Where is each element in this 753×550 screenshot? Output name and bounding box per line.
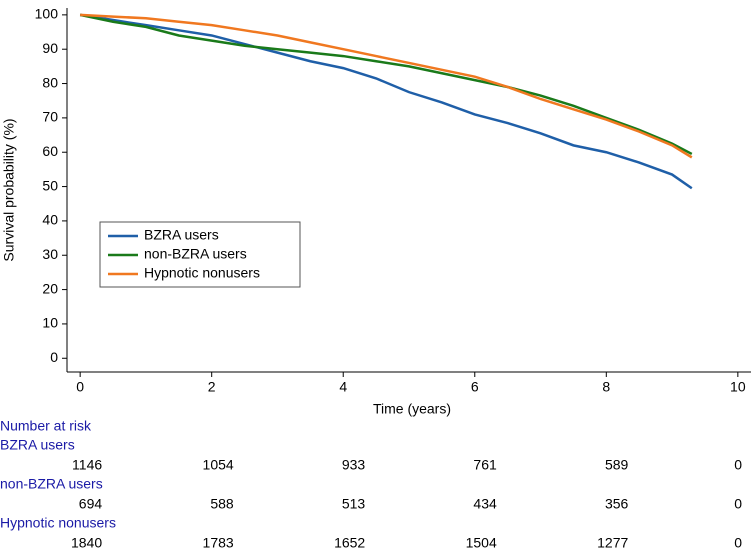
risk-count: 513: [342, 496, 366, 512]
risk-count: 761: [473, 457, 497, 473]
legend-label: BZRA users: [144, 227, 219, 243]
x-axis-label: Time (years): [373, 401, 451, 417]
x-tick-label: 2: [208, 379, 216, 395]
x-tick-label: 8: [602, 379, 610, 395]
risk-count: 1504: [466, 535, 497, 550]
risk-count: 356: [605, 496, 629, 512]
risk-count: 694: [79, 496, 103, 512]
y-tick-label: 0: [50, 349, 58, 365]
y-tick-label: 20: [42, 280, 58, 296]
risk-count: 1652: [334, 535, 365, 550]
legend-label: non-BZRA users: [144, 246, 247, 262]
y-tick-label: 80: [42, 74, 58, 90]
risk-count: 0: [734, 457, 742, 473]
y-tick-label: 100: [35, 6, 59, 22]
y-tick-label: 60: [42, 143, 58, 159]
risk-count: 1840: [71, 535, 102, 550]
y-tick-label: 40: [42, 212, 58, 228]
y-tick-label: 50: [42, 177, 58, 193]
risk-count: 0: [734, 535, 742, 550]
x-tick-label: 6: [471, 379, 479, 395]
risk-count: 1054: [203, 457, 234, 473]
x-tick-label: 10: [730, 379, 746, 395]
survival-line: [79, 13, 693, 190]
survival-line: [79, 13, 693, 156]
risk-table-title: Number at risk: [0, 418, 92, 434]
risk-count: 588: [210, 496, 234, 512]
risk-count: 1146: [72, 457, 102, 473]
y-tick-label: 30: [42, 246, 58, 262]
x-tick-label: 0: [76, 379, 84, 395]
risk-count: 1783: [203, 535, 234, 550]
risk-group-name: BZRA users: [0, 437, 75, 453]
legend-label: Hypnotic nonusers: [144, 265, 260, 281]
risk-count: 933: [342, 457, 366, 473]
y-axis-label: Survival probability (%): [1, 118, 17, 261]
survival-line: [80, 13, 693, 159]
risk-count: 434: [473, 496, 497, 512]
y-tick-label: 70: [42, 109, 58, 125]
y-tick-label: 10: [42, 315, 58, 331]
y-tick-label: 90: [42, 40, 58, 56]
risk-count: 1277: [597, 535, 628, 550]
risk-group-name: non-BZRA users: [0, 476, 103, 492]
risk-count: 589: [605, 457, 629, 473]
risk-count: 0: [734, 496, 742, 512]
risk-group-name: Hypnotic nonusers: [0, 515, 116, 531]
x-tick-label: 4: [339, 379, 347, 395]
